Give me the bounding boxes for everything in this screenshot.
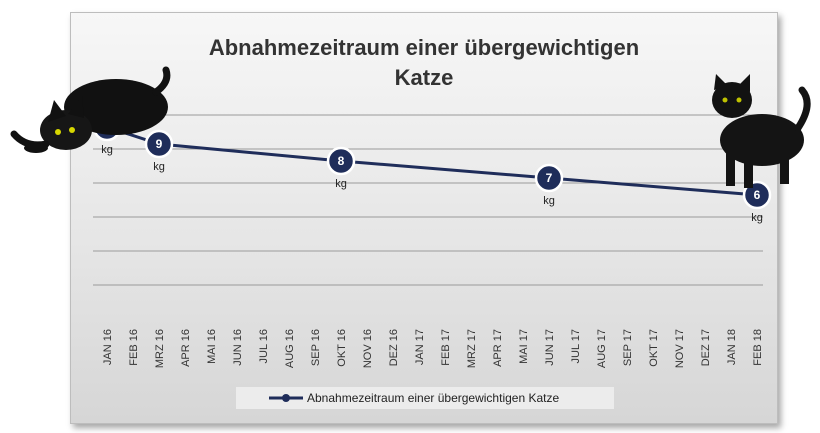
data-point-marker xyxy=(534,163,564,193)
x-tick-label: JUL 17 xyxy=(570,329,582,363)
data-point-marker xyxy=(742,180,772,210)
x-tick-label: NOV 16 xyxy=(362,329,374,368)
legend: Abnahmezeitraum einer übergewichtigen Ka… xyxy=(236,387,614,409)
lying-cat-image xyxy=(10,66,171,153)
chart-panel: Abnahmezeitraum einer übergewichtigen Ka… xyxy=(70,12,778,424)
x-tick-label: OKT 16 xyxy=(336,329,348,367)
legend-marker-swatch xyxy=(282,394,290,402)
data-point-value: 6 xyxy=(754,188,761,202)
x-tick-label: JAN 16 xyxy=(102,329,114,365)
x-tick-label: JAN 17 xyxy=(414,329,426,365)
x-tick-label: FEB 16 xyxy=(128,329,140,366)
x-tick-label: JUN 16 xyxy=(232,329,244,366)
x-tick-label: APR 17 xyxy=(492,329,504,367)
series-layer: 10kg9kg8kg7kg6kg xyxy=(92,112,772,224)
x-tick-label: AUG 17 xyxy=(596,329,608,368)
x-tick-label: FEB 18 xyxy=(752,329,764,366)
data-point-unit: kg xyxy=(543,195,555,207)
x-tick-label: JUL 16 xyxy=(258,329,270,363)
x-tick-label: AUG 16 xyxy=(284,329,296,368)
x-tick-label: APR 16 xyxy=(180,329,192,367)
legend-box xyxy=(236,387,614,409)
data-point-unit: kg xyxy=(335,178,347,190)
data-point-unit: kg xyxy=(101,144,113,156)
chart-title-line-1: Abnahmezeitraum einer übergewichtigen xyxy=(209,35,639,60)
x-tick-label: SEP 17 xyxy=(622,329,634,366)
data-point-marker xyxy=(326,146,356,176)
standing-cat-image xyxy=(712,74,811,188)
x-axis-ticks: JAN 16 FEB 16 MRZ 16 APR 16 MAI 16 JUN 16 JUL … xyxy=(102,329,764,368)
x-tick-label: DEZ 17 xyxy=(700,329,712,366)
x-tick-label: MRZ 17 xyxy=(466,329,478,368)
x-tick-label: JUN 17 xyxy=(544,329,556,366)
chart-title-line-2: Katze xyxy=(395,65,454,90)
legend-series-label: Abnahmezeitraum einer übergewichtigen Ka… xyxy=(307,391,559,405)
gridlines xyxy=(93,114,763,286)
x-tick-label: SEP 16 xyxy=(310,329,322,366)
x-tick-label: NOV 17 xyxy=(674,329,686,368)
data-point-value: 9 xyxy=(156,137,163,151)
data-point-unit: kg xyxy=(751,212,763,224)
x-tick-label: OKT 17 xyxy=(648,329,660,367)
data-point-unit: kg xyxy=(153,161,165,173)
x-tick-label: FEB 17 xyxy=(440,329,452,366)
weight-loss-chart: Abnahmezeitraum einer übergewichtigen Ka… xyxy=(92,35,772,409)
x-tick-label: JAN 18 xyxy=(726,329,738,365)
x-tick-label: MRZ 16 xyxy=(154,329,166,368)
x-tick-label: MAI 16 xyxy=(206,329,218,364)
data-point-value: 7 xyxy=(546,171,553,185)
x-tick-label: DEZ 16 xyxy=(388,329,400,366)
data-point-value: 8 xyxy=(338,154,345,168)
series-line xyxy=(106,125,758,197)
x-tick-label: MAI 17 xyxy=(518,329,530,364)
data-point-marker xyxy=(144,129,174,159)
